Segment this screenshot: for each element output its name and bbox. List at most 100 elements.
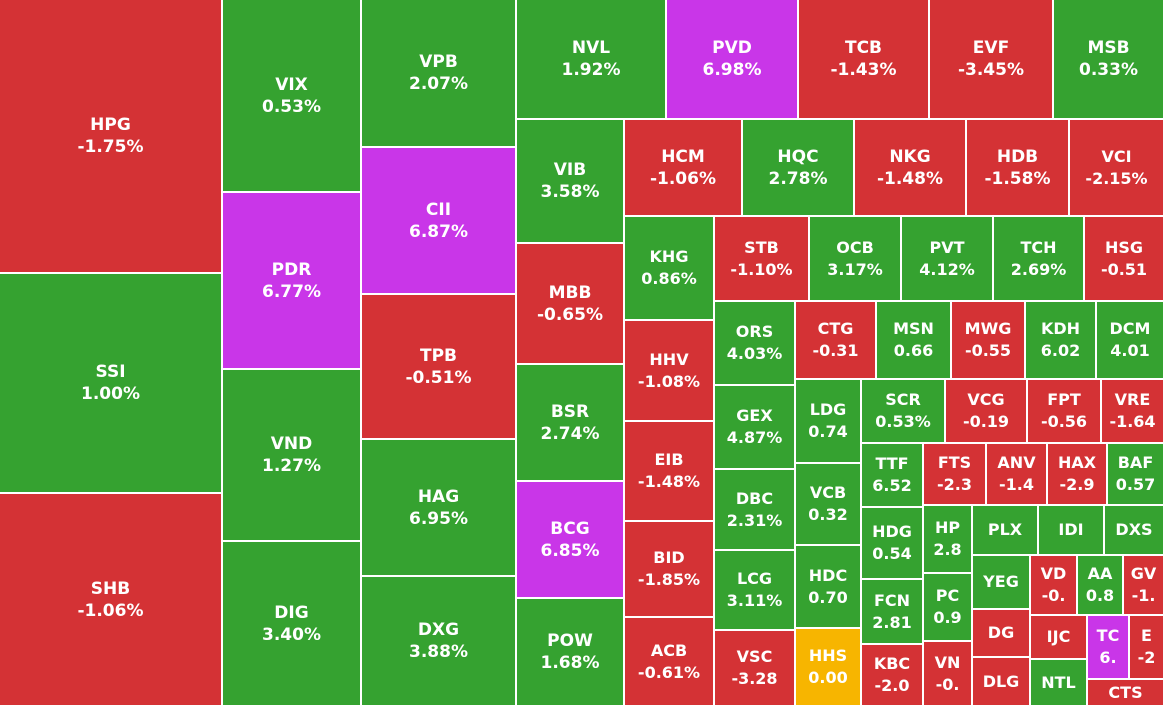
stock-tile[interactable]: LDG 0.74 — [796, 380, 860, 462]
change: -2.15% — [1085, 168, 1148, 188]
ticker: PLX — [987, 520, 1023, 539]
stock-tile[interactable]: GEX 4.87% — [715, 386, 794, 468]
ticker: SHB — [90, 578, 131, 599]
stock-tile[interactable]: GV -1. — [1124, 556, 1163, 614]
stock-tile[interactable]: HSG -0.51 — [1085, 217, 1163, 300]
stock-tile[interactable]: STB -1.10% — [715, 217, 808, 300]
ticker: GV — [1130, 564, 1157, 583]
stock-tile[interactable]: KDH 6.02 — [1026, 302, 1095, 378]
ticker: ANV — [997, 453, 1036, 472]
stock-tile[interactable]: VCB 0.32 — [796, 464, 860, 544]
stock-tile[interactable]: EVF -3.45% — [930, 0, 1052, 118]
stock-tile[interactable]: TC 6. — [1088, 616, 1128, 678]
stock-tile[interactable]: NVL 1.92% — [517, 0, 665, 118]
stock-tile[interactable]: VN -0. — [924, 642, 971, 705]
stock-tile[interactable]: DLG — [973, 658, 1029, 705]
stock-tile[interactable]: TCB -1.43% — [799, 0, 928, 118]
stock-tile[interactable]: PVT 4.12% — [902, 217, 992, 300]
stock-tile[interactable]: MSB 0.33% — [1054, 0, 1163, 118]
change: -1.4 — [999, 475, 1034, 494]
stock-tile[interactable]: IJC — [1031, 616, 1086, 658]
stock-tile[interactable]: FTS -2.3 — [924, 444, 985, 504]
stock-tile[interactable]: HP 2.8 — [924, 506, 971, 572]
stock-tile[interactable]: MBB -0.65% — [517, 244, 623, 363]
stock-tile[interactable]: SHB -1.06% — [0, 494, 221, 705]
stock-tile[interactable]: DBC 2.31% — [715, 470, 794, 549]
stock-tile[interactable]: TPB -0.51% — [362, 295, 515, 438]
stock-tile[interactable]: VND 1.27% — [223, 370, 360, 540]
stock-tile[interactable]: OCB 3.17% — [810, 217, 900, 300]
stock-tile[interactable]: NTL — [1031, 660, 1086, 705]
ticker: PDR — [271, 259, 312, 280]
ticker: HCM — [661, 146, 705, 167]
stock-tile[interactable]: POW 1.68% — [517, 599, 623, 705]
stock-tile[interactable]: HDG 0.54 — [862, 508, 922, 578]
stock-tile[interactable]: HAG 6.95% — [362, 440, 515, 575]
stock-tile[interactable]: ACB -0.61% — [625, 618, 713, 705]
stock-tile[interactable]: LCG 3.11% — [715, 551, 794, 629]
stock-tile[interactable]: HDC 0.70 — [796, 546, 860, 627]
stock-tile[interactable]: ORS 4.03% — [715, 302, 794, 384]
stock-tile[interactable]: CTS — [1088, 680, 1163, 705]
stock-tile[interactable]: KHG 0.86% — [625, 217, 713, 319]
stock-tile[interactable]: VCG -0.19 — [946, 380, 1026, 442]
stock-tile[interactable]: BID -1.85% — [625, 522, 713, 616]
change: 0.86% — [641, 269, 697, 288]
stock-tile[interactable]: VIB 3.58% — [517, 120, 623, 242]
change: 4.12% — [919, 259, 975, 279]
stock-tile[interactable]: PLX — [973, 506, 1037, 554]
change: -1.08% — [637, 371, 701, 391]
stock-tile[interactable]: BSR 2.74% — [517, 365, 623, 480]
stock-tile[interactable]: BAF 0.57 — [1108, 444, 1163, 504]
stock-tile[interactable]: VRE -1.64 — [1102, 380, 1163, 442]
stock-tile[interactable]: BCG 6.85% — [517, 482, 623, 597]
stock-tile[interactable]: PVD 6.98% — [667, 0, 797, 118]
stock-tile[interactable]: VSC -3.28 — [715, 631, 794, 705]
stock-tile[interactable]: SSI 1.00% — [0, 274, 221, 492]
ticker: DIG — [274, 602, 309, 623]
stock-tile[interactable]: IDI — [1039, 506, 1103, 554]
stock-tile[interactable]: HHV -1.08% — [625, 321, 713, 420]
stock-tile[interactable]: HDB -1.58% — [967, 120, 1068, 215]
stock-tile[interactable]: HHS 0.00 — [796, 629, 860, 705]
stock-tile[interactable]: AA 0.8 — [1078, 556, 1122, 614]
stock-tile[interactable]: DXS — [1105, 506, 1163, 554]
stock-tile[interactable]: HCM -1.06% — [625, 120, 741, 215]
stock-tile[interactable]: PC 0.9 — [924, 574, 971, 640]
stock-tile[interactable]: HQC 2.78% — [743, 120, 853, 215]
stock-tile[interactable]: SCR 0.53% — [862, 380, 944, 442]
change: 0.74 — [808, 422, 848, 441]
stock-tile[interactable]: PDR 6.77% — [223, 193, 360, 368]
stock-tile[interactable]: HAX -2.9 — [1048, 444, 1106, 504]
stock-tile[interactable]: MWG -0.55 — [952, 302, 1024, 378]
stock-tile[interactable]: TCH 2.69% — [994, 217, 1083, 300]
ticker: VRE — [1114, 390, 1151, 409]
stock-tile[interactable]: VPB 2.07% — [362, 0, 515, 146]
stock-tile[interactable]: MSN 0.66 — [877, 302, 950, 378]
stock-tile[interactable]: DG — [973, 610, 1029, 656]
stock-tile[interactable]: VD -0. — [1031, 556, 1076, 614]
stock-tile[interactable]: VIX 0.53% — [223, 0, 360, 191]
stock-tile[interactable]: DXG 3.88% — [362, 577, 515, 705]
stock-tile[interactable]: NKG -1.48% — [855, 120, 965, 215]
ticker: TCB — [844, 38, 883, 58]
stock-tile[interactable]: ANV -1.4 — [987, 444, 1046, 504]
ticker: BAF — [1117, 453, 1154, 472]
stock-tile[interactable]: HPG -1.75% — [0, 0, 221, 272]
stock-tile[interactable]: CTG -0.31 — [796, 302, 875, 378]
stock-tile[interactable]: CII 6.87% — [362, 148, 515, 293]
stock-tile[interactable]: DIG 3.40% — [223, 542, 360, 705]
ticker: POW — [547, 631, 593, 651]
stock-tile[interactable]: YEG — [973, 556, 1029, 608]
change: 0.9 — [933, 608, 962, 627]
stock-tile[interactable]: FPT -0.56 — [1028, 380, 1100, 442]
stock-tile[interactable]: EIB -1.48% — [625, 422, 713, 520]
stock-tile[interactable]: KBC -2.0 — [862, 645, 922, 705]
stock-tile[interactable]: FCN 2.81 — [862, 580, 922, 643]
stock-tile[interactable]: VCI -2.15% — [1070, 120, 1163, 215]
stock-tile[interactable]: E -2 — [1130, 616, 1163, 678]
ticker: VCB — [809, 483, 847, 502]
stock-tile[interactable]: TTF 6.52 — [862, 444, 922, 506]
stock-tile[interactable]: DCM 4.01 — [1097, 302, 1163, 378]
